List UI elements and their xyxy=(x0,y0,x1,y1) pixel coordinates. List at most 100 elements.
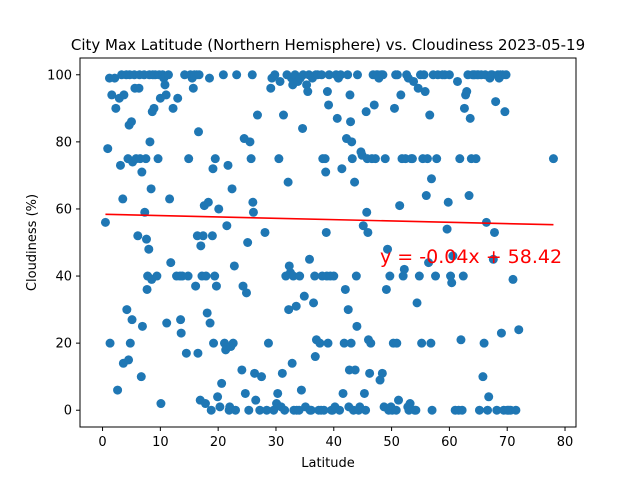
data-point xyxy=(126,117,136,127)
data-point xyxy=(411,405,421,415)
data-point xyxy=(398,271,408,281)
data-point xyxy=(385,271,395,281)
data-point xyxy=(119,90,129,100)
data-point xyxy=(133,231,143,241)
data-point xyxy=(208,164,218,174)
regression-line xyxy=(105,213,554,226)
data-point xyxy=(420,87,430,97)
data-point xyxy=(489,227,499,237)
data-point xyxy=(176,315,186,325)
data-point xyxy=(352,70,362,80)
data-point xyxy=(345,90,355,100)
data-point xyxy=(419,70,429,80)
data-point xyxy=(478,372,488,382)
data-point xyxy=(298,123,308,133)
data-point xyxy=(479,338,489,348)
data-point xyxy=(240,388,250,398)
data-point xyxy=(306,405,316,415)
data-point xyxy=(181,348,191,358)
data-point xyxy=(511,405,521,415)
data-point xyxy=(284,261,294,271)
data-point xyxy=(366,338,376,348)
data-point xyxy=(137,321,147,331)
data-point xyxy=(501,70,511,80)
data-point xyxy=(317,70,327,80)
data-point xyxy=(243,238,253,247)
data-point xyxy=(156,399,166,409)
data-point xyxy=(105,338,115,348)
data-point xyxy=(193,348,203,358)
data-point xyxy=(425,110,435,120)
data-point xyxy=(343,70,353,80)
data-point xyxy=(149,103,159,113)
data-point xyxy=(491,97,501,107)
data-point xyxy=(377,368,387,378)
data-point xyxy=(145,137,155,147)
data-point xyxy=(321,227,331,237)
data-point xyxy=(319,405,329,415)
data-point xyxy=(369,100,379,110)
data-point xyxy=(392,338,402,348)
data-point xyxy=(118,194,128,204)
data-point xyxy=(248,207,258,217)
y-tick-label: 60 xyxy=(55,202,72,217)
data-point xyxy=(417,338,427,348)
data-point xyxy=(399,264,409,274)
y-axis-ticks: 0 20 40 60 80 100 xyxy=(47,68,80,419)
chart-title: City Max Latitude (Northern Hemisphere) … xyxy=(71,36,585,54)
data-point xyxy=(214,204,224,214)
data-point xyxy=(347,154,357,164)
data-point xyxy=(211,281,221,291)
data-point xyxy=(427,405,437,415)
data-point xyxy=(210,154,220,164)
data-point xyxy=(405,399,415,409)
data-point xyxy=(347,137,357,147)
data-point xyxy=(231,405,241,415)
data-point xyxy=(194,70,204,80)
data-point xyxy=(458,271,468,281)
regression-equation-label: y = -0.04x + 58.42 xyxy=(380,246,562,268)
data-point xyxy=(183,271,193,281)
data-point xyxy=(166,258,176,268)
data-point xyxy=(165,194,175,204)
data-point xyxy=(113,385,123,395)
data-point xyxy=(350,177,360,187)
data-point xyxy=(134,83,144,93)
data-point xyxy=(338,388,348,398)
data-point xyxy=(322,87,332,97)
data-point xyxy=(361,107,371,117)
data-point xyxy=(209,338,219,348)
data-point xyxy=(196,241,206,251)
data-point xyxy=(444,70,454,80)
data-point xyxy=(176,328,186,338)
data-point xyxy=(336,70,346,80)
data-point xyxy=(198,231,208,241)
data-point xyxy=(206,405,216,415)
data-point xyxy=(228,338,238,348)
data-point xyxy=(337,164,347,174)
data-points xyxy=(100,70,558,415)
data-point xyxy=(161,90,171,100)
data-point xyxy=(204,73,214,83)
data-point xyxy=(471,154,481,164)
data-point xyxy=(100,217,110,227)
data-point xyxy=(361,405,371,415)
data-point xyxy=(287,358,297,368)
y-tick-label: 20 xyxy=(55,337,72,352)
data-point xyxy=(184,154,194,164)
data-point xyxy=(395,201,405,211)
data-point xyxy=(303,87,313,97)
data-point xyxy=(248,197,258,207)
data-point xyxy=(266,83,276,93)
data-point xyxy=(210,271,220,281)
data-point xyxy=(246,154,256,164)
data-point xyxy=(273,388,283,398)
data-point xyxy=(291,301,301,311)
data-point xyxy=(310,352,320,362)
data-point xyxy=(299,291,309,301)
data-point xyxy=(309,298,319,308)
data-point xyxy=(446,271,456,281)
data-point xyxy=(288,271,298,281)
data-point xyxy=(465,113,475,123)
data-point xyxy=(194,127,204,137)
